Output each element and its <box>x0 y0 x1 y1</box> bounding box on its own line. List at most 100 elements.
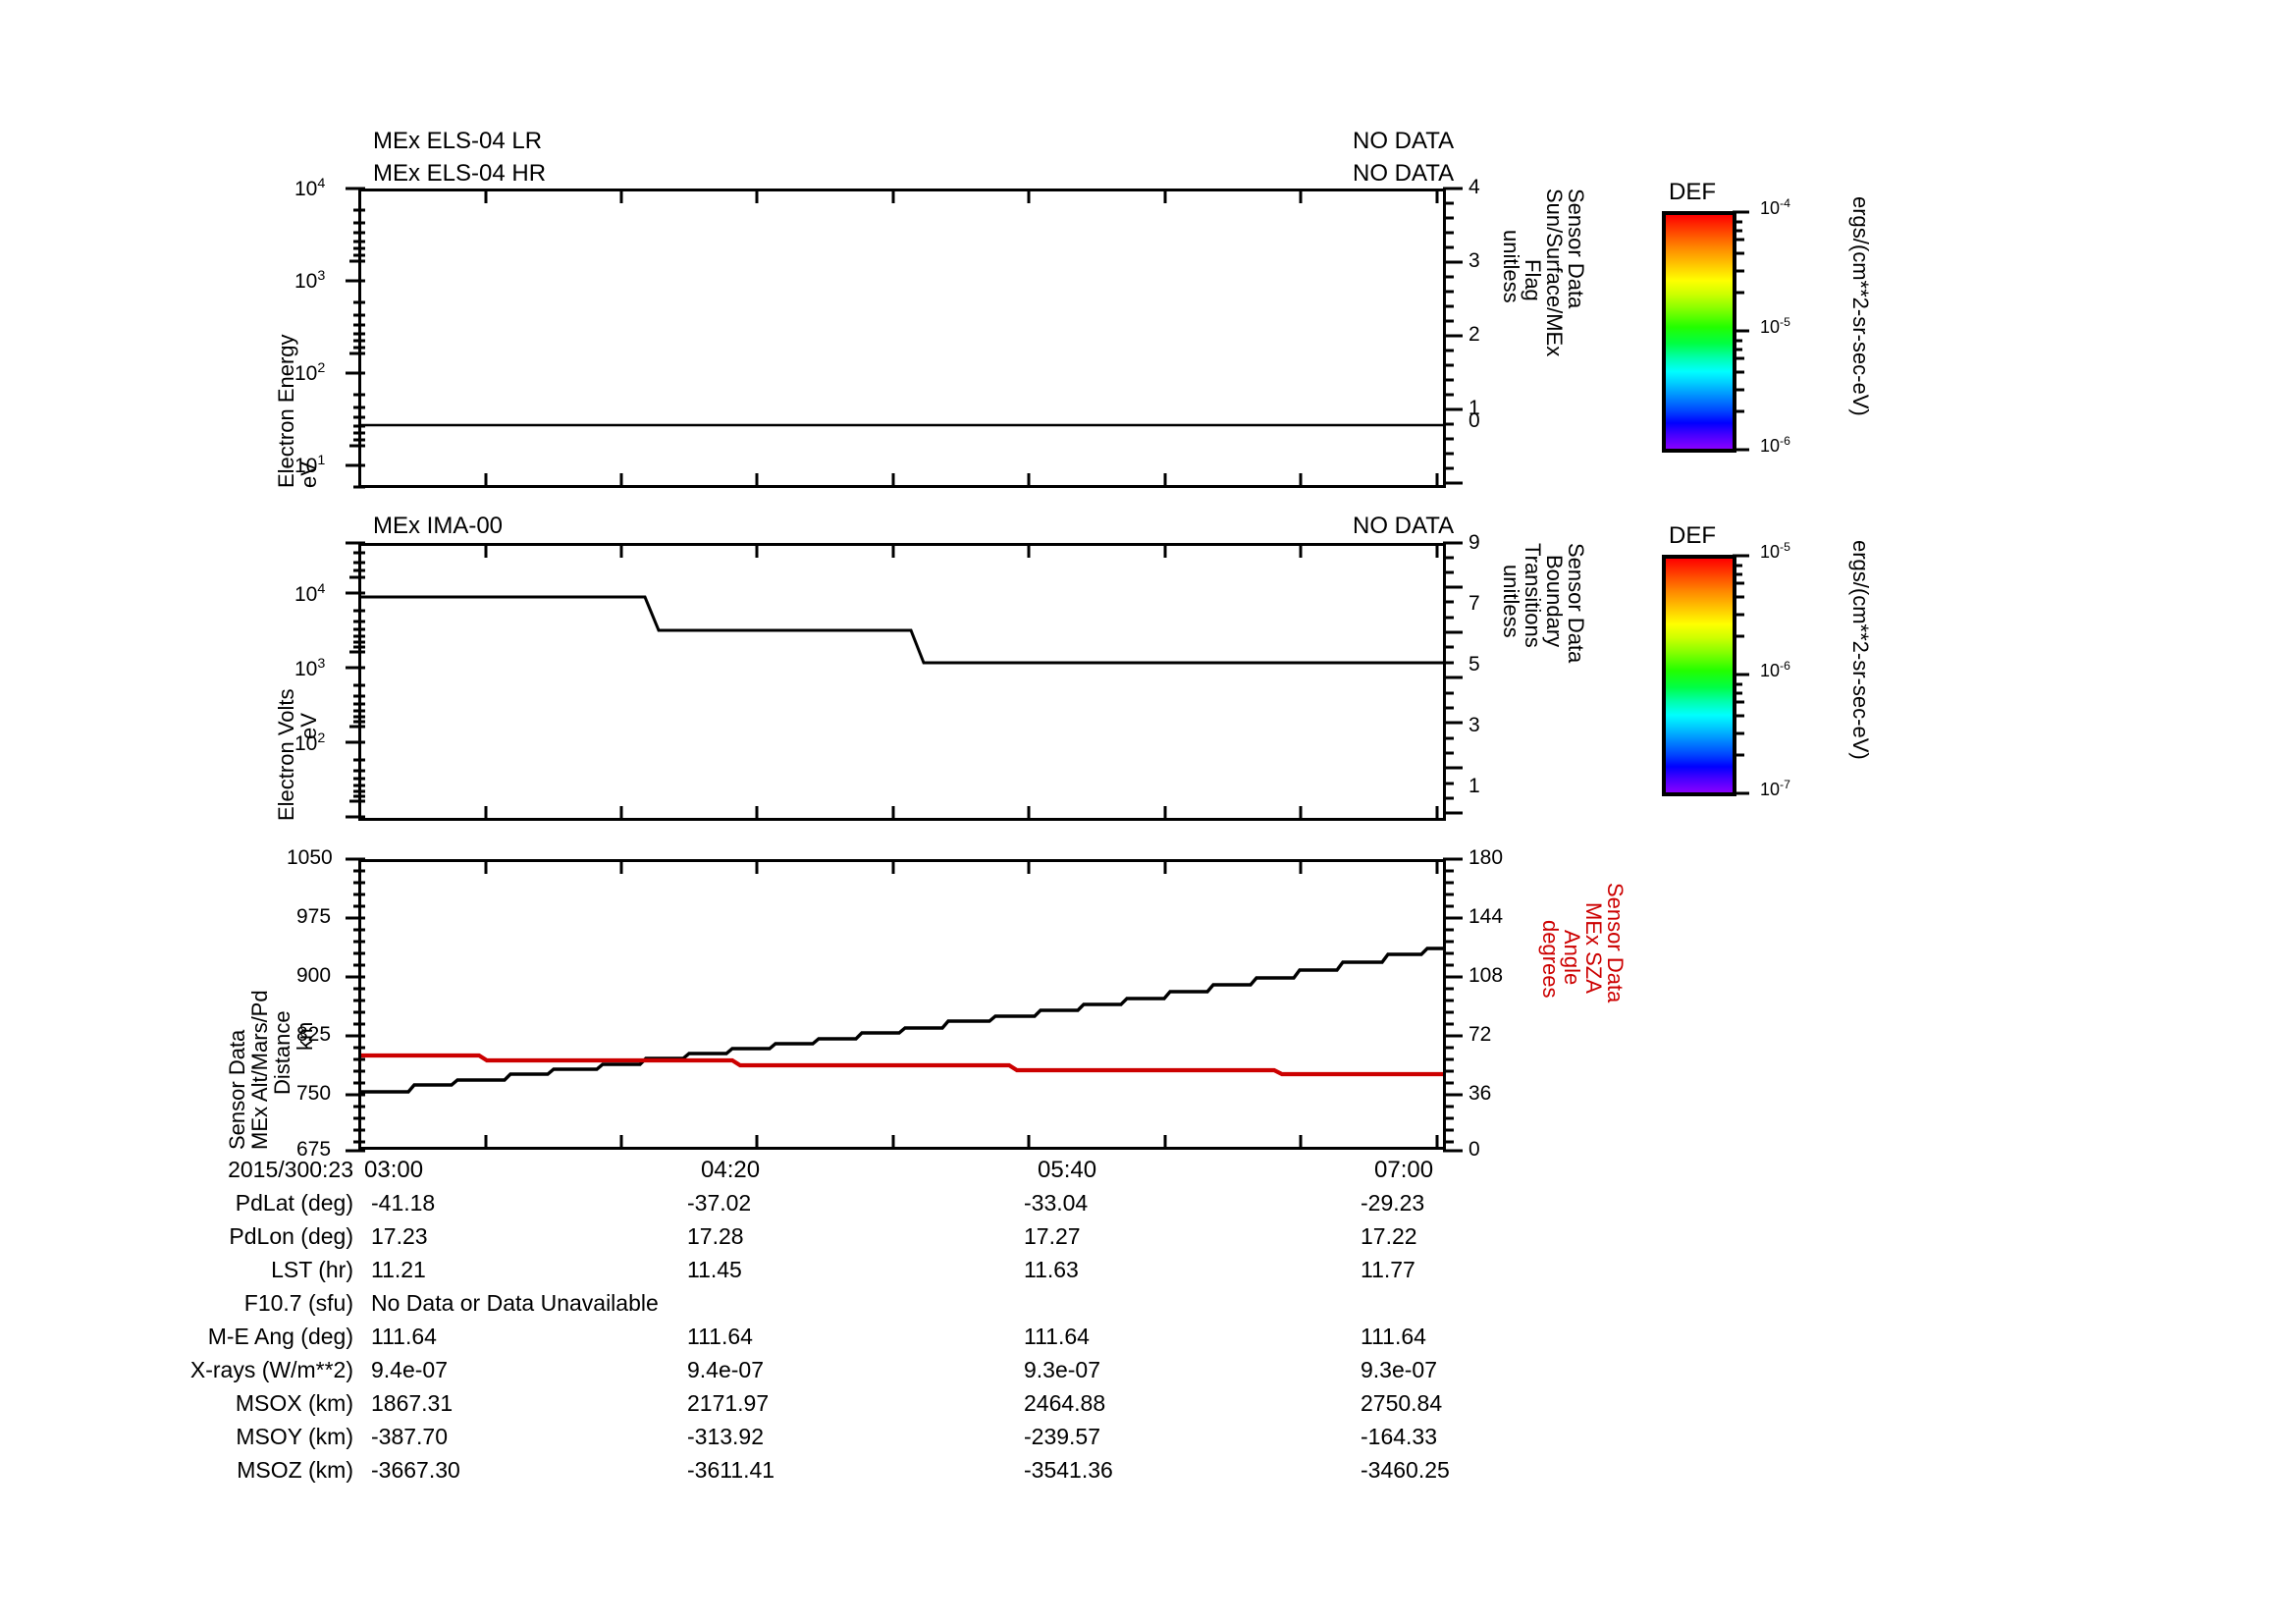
row-value: 2750.84 <box>1361 1390 1443 1416</box>
alt-rtick-0: 0 <box>1468 1138 1480 1161</box>
row-label: PdLat (deg) <box>235 1190 353 1216</box>
els-right-axis-label: Sensor Data Sun/Surface/MEx Flag unitles… <box>1499 189 1610 488</box>
alt-ytick-975: 975 <box>296 905 332 928</box>
row-value: 11.77 <box>1361 1257 1415 1282</box>
els-nodata-lr: NO DATA <box>1353 128 1455 154</box>
colorbar-ima-ticks <box>1733 554 1749 795</box>
colorbar-els-mid-label: 10-5 <box>1760 315 1790 337</box>
ima-left-label-line0: Electron Volts <box>274 688 298 821</box>
els-title-hr: MEx ELS-04 HR <box>373 160 547 187</box>
table-row: LST (hr) 11.21 11.45 11.63 11.77 <box>0 1257 1571 1286</box>
xaxis-tick-0: 03:00 <box>364 1157 424 1183</box>
els-rtick-4: 4 <box>1468 176 1480 198</box>
row-value: -164.33 <box>1361 1424 1438 1449</box>
els-ytick-3: 103 <box>294 268 326 293</box>
row-label: MSOZ (km) <box>237 1457 353 1483</box>
alt-rtick-108: 108 <box>1468 964 1504 987</box>
row-value: 9.4e-07 <box>371 1357 449 1382</box>
els-left-ticks <box>346 187 365 489</box>
row-label: X-rays (W/m**2) <box>189 1357 353 1382</box>
table-row: PdLon (deg) 17.23 17.28 17.27 17.22 <box>0 1223 1571 1253</box>
row-value: 17.22 <box>1361 1223 1417 1249</box>
table-row: 2015/300:23 <box>0 1157 1571 1186</box>
table-row: PdLat (deg) -41.18 -37.02 -33.04 -29.23 <box>0 1190 1571 1219</box>
alt-right-axis-label: Sensor Data MEx SZA Angle degrees <box>1538 859 1649 1150</box>
xaxis-tick-3: 07:00 <box>1374 1157 1434 1183</box>
alt-right-label-line3: degrees <box>1538 920 1563 999</box>
alt-ytick-900: 900 <box>296 964 332 987</box>
ima-top-ticks <box>484 546 1439 558</box>
alt-left-ticks <box>346 857 365 1153</box>
row-value: 1867.31 <box>371 1390 454 1416</box>
row-value: 9.4e-07 <box>687 1357 765 1382</box>
row-value: 111.64 <box>1361 1324 1426 1349</box>
table-row: MSOZ (km) -3667.30 -3611.41 -3541.36 -34… <box>0 1457 1571 1487</box>
row-value: 111.64 <box>687 1324 753 1349</box>
colorbar-ima-unit-label: ergs/(cm**2-sr-sec-eV) <box>1845 540 1885 795</box>
row-value: -387.70 <box>371 1424 449 1449</box>
colorbar-els-ticks <box>1733 210 1749 452</box>
alt-top-ticks <box>484 862 1439 874</box>
ima-left-axis-label: Electron Volts eV <box>250 543 321 821</box>
els-rtick-3: 3 <box>1468 249 1480 272</box>
row-label: M-E Ang (deg) <box>207 1324 353 1349</box>
els-ytick-4: 104 <box>294 176 326 200</box>
colorbar-ima-mid-label: 10-6 <box>1760 659 1790 680</box>
row-value: -3611.41 <box>687 1457 775 1483</box>
ima-left-ticks <box>346 541 365 819</box>
row-value: 17.27 <box>1024 1223 1081 1249</box>
row-value: 17.23 <box>371 1223 428 1249</box>
colorbar-ima-bottom-label: 10-7 <box>1760 778 1790 799</box>
ima-trace-svg <box>361 595 1443 665</box>
alt-rtick-72: 72 <box>1468 1023 1492 1046</box>
ima-nodata: NO DATA <box>1353 513 1455 539</box>
colorbar-els <box>1662 211 1736 453</box>
els-rtick-1: 1 <box>1468 397 1480 419</box>
row-value: 11.21 <box>371 1257 426 1282</box>
row-label: 2015/300:23 <box>228 1157 353 1182</box>
colorbar-ima-box <box>1662 555 1736 796</box>
colorbar-els-unit-label: ergs/(cm**2-sr-sec-eV) <box>1845 196 1885 452</box>
row-value: -3667.30 <box>371 1457 460 1483</box>
row-value: 11.45 <box>687 1257 742 1282</box>
row-value: 2464.88 <box>1024 1390 1106 1416</box>
plot-panel-ima <box>358 543 1446 821</box>
els-ytick-2: 102 <box>294 360 326 385</box>
table-row: F10.7 (sfu) No Data or Data Unavailable <box>0 1290 1571 1320</box>
row-value: -33.04 <box>1024 1190 1089 1216</box>
alt-ytick-1050: 1050 <box>287 846 333 869</box>
els-title-lr: MEx ELS-04 LR <box>373 128 543 154</box>
els-right-label-line3: unitless <box>1499 230 1523 303</box>
row-value: -3541.36 <box>1024 1457 1113 1483</box>
els-top-ticks <box>484 191 1439 203</box>
colorbar-ima-top-label: 10-5 <box>1760 540 1790 562</box>
row-label: MSOY (km) <box>236 1424 353 1449</box>
plot-panel-alt <box>358 859 1446 1150</box>
ima-bottom-ticks <box>484 806 1439 818</box>
xaxis-tick-2: 05:40 <box>1038 1157 1097 1183</box>
plot-panel-els <box>358 189 1446 488</box>
colorbar-ima-title: DEF <box>1669 522 1716 549</box>
ima-right-axis-label: Sensor Data Boundary Transitions unitles… <box>1499 543 1610 821</box>
row-value: -41.18 <box>371 1190 436 1216</box>
alt-rtick-144: 144 <box>1468 905 1504 928</box>
alt-traces-svg <box>361 947 1443 1094</box>
alt-ytick-675: 675 <box>296 1138 332 1161</box>
ima-rtick-5: 5 <box>1468 653 1480 676</box>
table-row: M-E Ang (deg) 111.64 111.64 111.64 111.6… <box>0 1324 1571 1353</box>
els-rtick-0: 0 <box>1468 409 1480 432</box>
alt-rtick-180: 180 <box>1468 846 1504 869</box>
alt-black-trace <box>361 947 1443 1094</box>
ima-ytick-4: 104 <box>294 581 326 606</box>
els-right-ticks <box>1443 187 1463 485</box>
alt-ytick-750: 750 <box>296 1082 332 1105</box>
table-row: MSOX (km) 1867.31 2171.97 2464.88 2750.8… <box>0 1390 1571 1420</box>
xaxis-tick-1: 04:20 <box>701 1157 761 1183</box>
row-value: 9.3e-07 <box>1361 1357 1438 1382</box>
row-value: -3460.25 <box>1361 1457 1450 1483</box>
table-row: X-rays (W/m**2) 9.4e-07 9.4e-07 9.3e-07 … <box>0 1357 1571 1386</box>
ima-ytick-3: 103 <box>294 656 326 680</box>
colorbar-els-box <box>1662 211 1736 453</box>
els-rtick-2: 2 <box>1468 323 1480 346</box>
alt-rtick-36: 36 <box>1468 1082 1492 1105</box>
